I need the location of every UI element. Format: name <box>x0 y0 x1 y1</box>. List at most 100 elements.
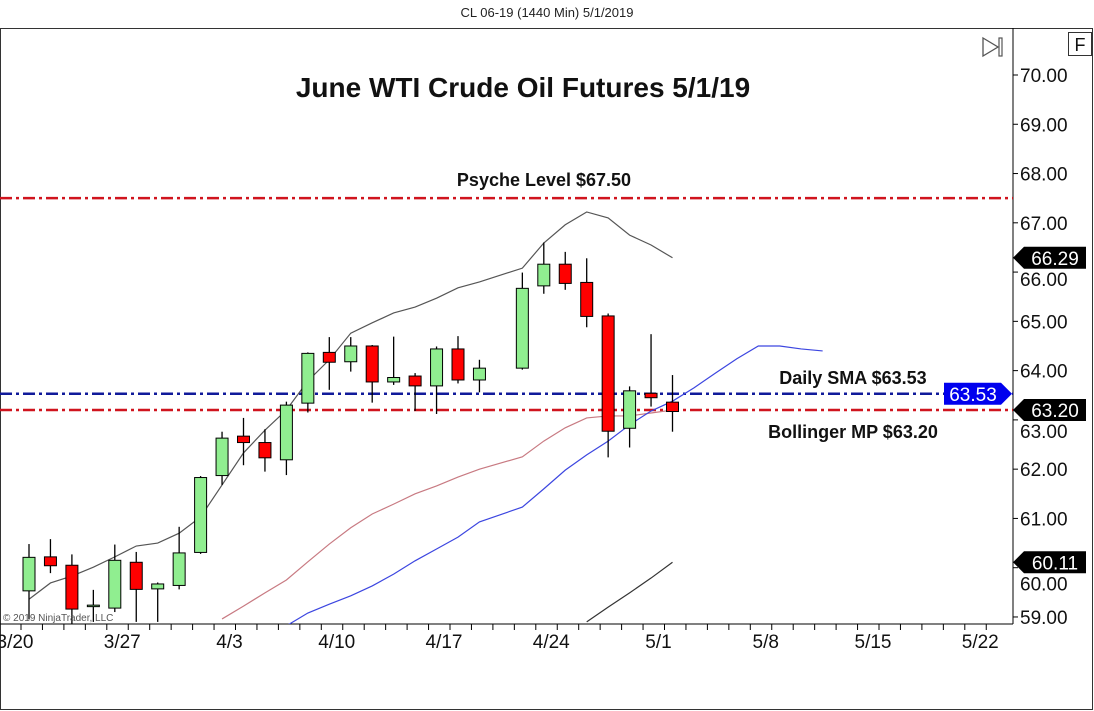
candle <box>666 375 679 432</box>
candle-body <box>22 556 36 592</box>
x-tick-label: 5/15 <box>855 632 892 653</box>
candle <box>279 401 293 476</box>
x-tick-label: 3/20 <box>0 632 33 653</box>
watermark: © 2019 NinjaTrader, LLC <box>3 613 113 624</box>
candle-body <box>537 263 551 287</box>
indicator-line <box>221 409 673 620</box>
y-tick-label: 61.00 <box>1020 509 1068 530</box>
candle <box>451 336 465 384</box>
price-markers: 66.29 63.53 63.20 60.11 <box>944 246 1086 574</box>
window-title: CL 06-19 (1440 Min) 5/1/2019 <box>461 5 634 20</box>
price-marker-tag <box>944 382 1012 405</box>
candle-body <box>237 435 250 444</box>
candle <box>472 359 486 393</box>
candle <box>623 386 637 448</box>
y-tick-label: 63.00 <box>1020 422 1068 443</box>
candle <box>129 551 143 622</box>
candle <box>108 544 122 613</box>
x-tick-label: 4/3 <box>216 632 242 653</box>
y-tick-label: 60.00 <box>1020 574 1068 595</box>
candle <box>22 544 36 620</box>
candle <box>537 242 551 294</box>
price-marker-label: 63.53 <box>949 385 997 406</box>
candle-body <box>558 263 572 284</box>
horizontal-levels <box>0 196 1013 412</box>
candle-body <box>172 552 186 586</box>
candle-body <box>515 287 529 369</box>
y-tick-label: 65.00 <box>1020 312 1068 333</box>
candle-body <box>387 377 401 383</box>
x-tick-label: 5/22 <box>962 632 999 653</box>
candle <box>515 272 529 370</box>
chart-title: June WTI Crude Oil Futures 5/1/19 <box>296 72 750 103</box>
candle <box>65 554 79 624</box>
daily-sma-label: Daily SMA $63.53 <box>779 368 926 388</box>
candle-body <box>580 281 594 317</box>
indicator-line <box>28 211 673 600</box>
chart-frame <box>0 28 1093 710</box>
price-marker: 63.20 <box>1013 399 1086 422</box>
candle <box>344 337 358 372</box>
candle <box>365 344 379 403</box>
candle-body <box>108 559 122 609</box>
y-axis: 59.00 60.00 61.00 62.00 63.00 64.00 65.00 66.00… <box>1013 66 1068 629</box>
price-marker-tag <box>1013 399 1086 422</box>
candle-body <box>666 401 679 413</box>
candle <box>430 346 444 414</box>
candle <box>322 337 336 390</box>
price-marker-label: 60.11 <box>1032 553 1078 574</box>
candle <box>301 352 315 413</box>
indicator-lines <box>28 211 823 624</box>
x-axis: 3/20 3/27 4/3 4/10 4/17 4/24 5/1 5/8 5/15 5/22 <box>0 624 999 653</box>
candle-body <box>215 437 229 477</box>
candle <box>151 582 165 622</box>
x-tick-label: 3/27 <box>104 632 141 653</box>
candle-body <box>65 564 79 610</box>
candle-body <box>129 561 143 590</box>
y-tick-label: 67.00 <box>1020 214 1068 235</box>
candle-body <box>86 604 100 608</box>
candle-body <box>43 556 57 567</box>
y-tick-label: 62.00 <box>1020 460 1068 481</box>
price-marker-label: 66.29 <box>1031 249 1079 270</box>
play-to-end-icon[interactable] <box>982 36 1003 58</box>
candle <box>237 417 250 466</box>
candle <box>215 431 229 485</box>
candle <box>194 476 208 554</box>
candle-body <box>430 348 444 387</box>
candle-body <box>451 348 465 381</box>
candle <box>258 429 272 472</box>
f-button-label: F <box>1075 35 1086 55</box>
candle-body <box>623 390 637 429</box>
y-tick-label: 69.00 <box>1020 115 1068 136</box>
candle-body <box>194 477 208 553</box>
psyche-level-label: Psyche Level $67.50 <box>457 170 631 190</box>
y-tick-label: 59.00 <box>1020 608 1068 629</box>
candle <box>558 251 572 290</box>
candle-body <box>301 352 315 404</box>
candle-body <box>258 442 272 459</box>
f-button[interactable]: F <box>1068 32 1092 56</box>
x-tick-label: 4/17 <box>426 632 463 653</box>
price-marker-label: 63.20 <box>1031 401 1079 422</box>
candle-body <box>344 345 358 363</box>
candle <box>172 526 186 590</box>
indicator-line <box>288 345 823 624</box>
candle-body <box>408 375 422 387</box>
x-tick-label: 5/1 <box>645 632 671 653</box>
candle <box>408 373 422 412</box>
candle <box>43 539 57 574</box>
candle <box>580 258 594 328</box>
indicator-line <box>586 561 673 623</box>
y-tick-label: 70.00 <box>1020 66 1068 87</box>
x-tick-label: 5/8 <box>753 632 779 653</box>
bollinger-mp-label: Bollinger MP $63.20 <box>768 422 938 442</box>
y-tick-label: 68.00 <box>1020 165 1068 186</box>
candle-body <box>365 345 379 383</box>
price-marker: 66.29 <box>1013 246 1086 270</box>
candle <box>601 313 615 458</box>
candle-body <box>151 583 165 590</box>
price-marker-tag <box>1013 551 1086 574</box>
price-marker: 63.53 <box>944 382 1012 406</box>
